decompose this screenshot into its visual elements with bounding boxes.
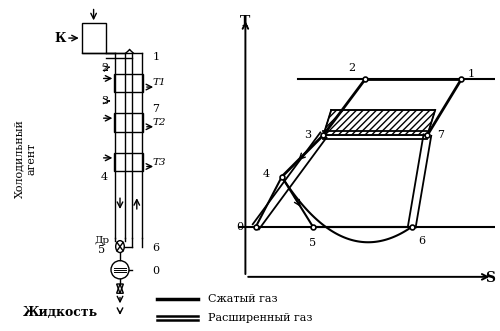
Text: Жидкость: Жидкость [22,306,98,319]
Text: 2: 2 [348,63,356,73]
Text: 3: 3 [304,130,312,140]
Text: T: T [240,16,250,29]
Text: 6: 6 [418,236,426,246]
Text: Т1: Т1 [152,78,166,87]
Text: Т2: Т2 [152,118,166,127]
Bar [114,73,143,92]
Text: Сжатый газ: Сжатый газ [208,294,278,304]
Text: Т3: Т3 [152,158,166,167]
Text: 5: 5 [310,238,316,249]
Bar [114,153,143,171]
Text: 3: 3 [101,96,108,106]
Text: 1: 1 [152,52,160,62]
Text: Холодильный
агент: Холодильный агент [14,119,36,198]
Text: 0: 0 [152,266,160,276]
Text: 2: 2 [101,63,108,73]
Bar [82,23,106,53]
Text: 0: 0 [236,222,244,232]
Text: 7: 7 [437,130,444,140]
Text: S: S [485,271,495,285]
Text: 5: 5 [98,245,105,255]
Text: Расширенный газ: Расширенный газ [208,313,312,323]
Polygon shape [324,110,435,135]
Text: 6: 6 [152,243,160,253]
Bar [114,114,143,132]
Text: К: К [54,31,66,45]
Text: 1: 1 [468,69,475,79]
Text: 4: 4 [101,172,108,182]
Text: 7: 7 [152,104,160,114]
Text: 4: 4 [262,169,270,179]
Text: Др: Др [94,236,110,245]
